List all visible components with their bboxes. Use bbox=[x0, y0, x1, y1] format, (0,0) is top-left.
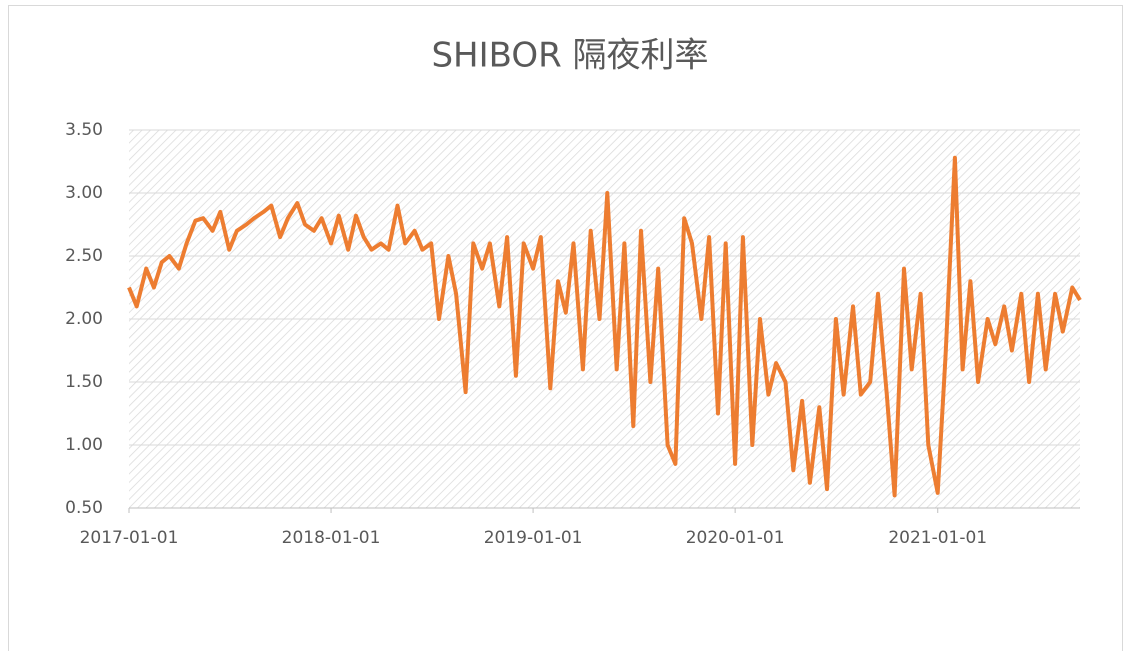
x-tick-label: 2018-01-01 bbox=[282, 528, 381, 548]
y-tick-label: 3.50 bbox=[65, 120, 103, 140]
y-tick-label: 2.50 bbox=[65, 246, 103, 266]
y-tick-label: 1.50 bbox=[65, 372, 103, 392]
x-tick-label: 2017-01-01 bbox=[80, 528, 179, 548]
x-tick-label: 2019-01-01 bbox=[484, 528, 583, 548]
series-line bbox=[127, 155, 1082, 498]
chart-title: SHIBOR 隔夜利率 bbox=[431, 36, 708, 76]
y-tick-label: 2.00 bbox=[65, 309, 103, 329]
x-tick-label: 2021-01-01 bbox=[888, 528, 987, 548]
y-tick-label: 1.00 bbox=[65, 435, 103, 455]
y-tick-label: 3.00 bbox=[65, 183, 103, 203]
y-tick-label: 0.50 bbox=[65, 498, 103, 518]
x-tick-label: 2020-01-01 bbox=[686, 528, 785, 548]
